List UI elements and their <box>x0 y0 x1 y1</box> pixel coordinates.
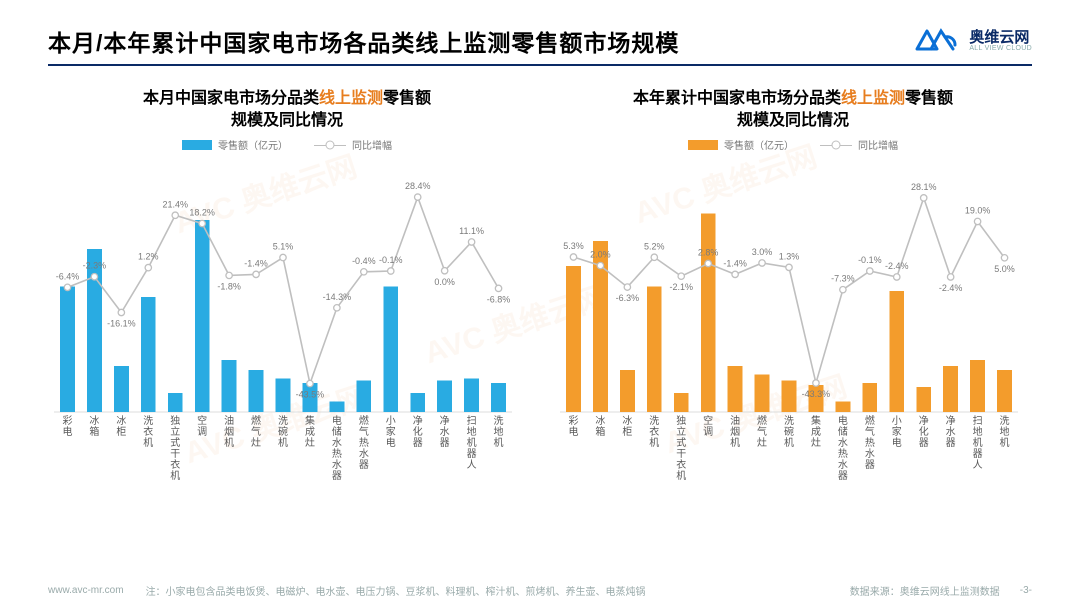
svg-text:-6.3%: -6.3% <box>616 293 640 303</box>
svg-text:小家电: 小家电 <box>386 415 396 449</box>
svg-text:油烟机: 油烟机 <box>730 414 740 449</box>
svg-text:洗衣机: 洗衣机 <box>649 415 659 449</box>
panel-ytd-title: 本年累计中国家电市场分品类线上监测零售额 规模及同比情况 <box>554 88 1032 131</box>
logo-cn: 奥维云网 <box>969 30 1032 45</box>
panel-ytd-legend: 零售额（亿元） 同比增幅 <box>554 137 1032 152</box>
svg-text:净化器: 净化器 <box>919 414 929 449</box>
panel-month-title: 本月中国家电市场分品类线上监测零售额 规模及同比情况 <box>48 88 526 131</box>
svg-text:-6.8%: -6.8% <box>487 295 511 305</box>
svg-text:-16.1%: -16.1% <box>107 319 136 329</box>
svg-text:2.8%: 2.8% <box>698 248 719 258</box>
svg-text:燃气灶: 燃气灶 <box>251 414 261 449</box>
svg-text:独立式干衣机: 独立式干衣机 <box>170 414 180 482</box>
svg-text:1.3%: 1.3% <box>779 252 800 262</box>
svg-text:油烟机: 油烟机 <box>224 414 234 449</box>
svg-text:5.1%: 5.1% <box>273 242 294 252</box>
svg-text:3.0%: 3.0% <box>752 247 773 257</box>
svg-text:冰箱: 冰箱 <box>595 414 605 438</box>
svg-text:净水器: 净水器 <box>440 414 450 449</box>
svg-text:扫地机器人: 扫地机器人 <box>973 414 983 471</box>
svg-text:净水器: 净水器 <box>946 414 956 449</box>
header: 本月/本年累计中国家电市场各品类线上监测零售额市场规模 奥维云网 ALL VIE… <box>0 0 1080 64</box>
svg-text:-14.3%: -14.3% <box>323 292 352 302</box>
svg-text:空调: 空调 <box>703 414 713 438</box>
svg-text:21.4%: 21.4% <box>162 199 188 209</box>
panel-month: 本月中国家电市场分品类线上监测零售额 规模及同比情况 零售额（亿元） 同比增幅 … <box>48 88 526 490</box>
chart-panels: 本月中国家电市场分品类线上监测零售额 规模及同比情况 零售额（亿元） 同比增幅 … <box>0 88 1080 490</box>
panel-month-legend: 零售额（亿元） 同比增幅 <box>48 137 526 152</box>
footer-site: www.avc-mr.com <box>48 585 124 596</box>
svg-text:-2.1%: -2.1% <box>669 282 693 292</box>
legend-sales: 零售额（亿元） <box>688 137 794 152</box>
svg-text:净化器: 净化器 <box>413 414 423 449</box>
svg-text:冰箱: 冰箱 <box>89 414 99 438</box>
svg-text:-6.4%: -6.4% <box>56 272 80 282</box>
svg-text:2.0%: 2.0% <box>590 250 611 260</box>
brand-logo: 奥维云网 ALL VIEW CLOUD <box>913 27 1032 55</box>
svg-text:-43.3%: -43.3% <box>802 389 831 399</box>
svg-text:冰柜: 冰柜 <box>116 414 126 438</box>
legend-yoy: 同比增幅 <box>820 137 898 152</box>
svg-text:-43.5%: -43.5% <box>296 390 325 400</box>
footer: www.avc-mr.com 注：小家电包含品类电饭煲、电磁炉、电水壶、电压力锅… <box>0 583 1080 598</box>
svg-text:集成灶: 集成灶 <box>305 414 315 449</box>
svg-text:-2.3%: -2.3% <box>83 261 107 271</box>
svg-text:18.2%: 18.2% <box>189 208 215 218</box>
logo-en: ALL VIEW CLOUD <box>969 45 1032 52</box>
svg-text:彩电: 彩电 <box>62 415 72 438</box>
svg-text:洗地机: 洗地机 <box>1000 415 1010 449</box>
logo-mark-icon <box>913 27 959 55</box>
slide-root: 本月/本年累计中国家电市场各品类线上监测零售额市场规模 奥维云网 ALL VIE… <box>0 0 1080 608</box>
svg-text:19.0%: 19.0% <box>965 206 991 216</box>
panel-ytd: 本年累计中国家电市场分品类线上监测零售额 规模及同比情况 零售额（亿元） 同比增… <box>554 88 1032 490</box>
legend-yoy: 同比增幅 <box>314 137 392 152</box>
footer-source: 数据来源：奥维云网线上监测数据 <box>850 583 1000 598</box>
svg-text:洗碗机: 洗碗机 <box>278 415 288 449</box>
svg-text:燃气灶: 燃气灶 <box>757 414 767 449</box>
svg-text:冰柜: 冰柜 <box>622 414 632 438</box>
svg-text:-0.1%: -0.1% <box>379 255 403 265</box>
svg-text:28.4%: 28.4% <box>405 181 431 191</box>
panel-month-chart: -6.4%-2.3% -16.1% 1.2% 21.4%18.2% -1.8% -1.4%… <box>48 160 526 490</box>
svg-text:洗碗机: 洗碗机 <box>784 415 794 449</box>
footer-note: 注：小家电包含品类电饭煲、电磁炉、电水壶、电压力锅、豆浆机、料理机、榨汁机、煎烤… <box>146 583 646 598</box>
svg-text:-0.1%: -0.1% <box>858 255 882 265</box>
svg-text:-2.4%: -2.4% <box>885 261 909 271</box>
svg-text:燃气热水器: 燃气热水器 <box>359 414 369 471</box>
footer-page: -3- <box>1020 585 1032 596</box>
svg-text:5.3%: 5.3% <box>563 241 584 251</box>
svg-text:5.2%: 5.2% <box>644 241 665 251</box>
svg-text:彩电: 彩电 <box>568 415 578 438</box>
svg-text:-2.4%: -2.4% <box>939 283 963 293</box>
svg-text:洗地机: 洗地机 <box>494 415 504 449</box>
panel-ytd-chart: 5.3% 2.0% -6.3% 5.2% -2.1% 2.8% -1.4% 3.0% 1.3% -… <box>554 160 1032 490</box>
svg-text:小家电: 小家电 <box>892 415 902 449</box>
svg-text:燃气热水器: 燃气热水器 <box>865 414 875 471</box>
svg-text:独立式干衣机: 独立式干衣机 <box>676 414 686 482</box>
svg-text:电储水热水器: 电储水热水器 <box>838 414 848 482</box>
svg-text:5.0%: 5.0% <box>994 264 1015 274</box>
svg-text:洗衣机: 洗衣机 <box>143 415 153 449</box>
svg-text:1.2%: 1.2% <box>138 252 159 262</box>
svg-text:0.0%: 0.0% <box>434 277 455 287</box>
svg-text:集成灶: 集成灶 <box>811 414 821 449</box>
svg-text:电储水热水器: 电储水热水器 <box>332 414 342 482</box>
page-title: 本月/本年累计中国家电市场各品类线上监测零售额市场规模 <box>48 24 679 58</box>
svg-text:扫地机器人: 扫地机器人 <box>467 414 477 471</box>
svg-text:-0.4%: -0.4% <box>352 256 376 266</box>
svg-text:11.1%: 11.1% <box>459 226 484 236</box>
legend-sales: 零售额（亿元） <box>182 137 288 152</box>
svg-text:-1.8%: -1.8% <box>217 282 241 292</box>
svg-text:-1.4%: -1.4% <box>244 259 268 269</box>
header-rule <box>48 64 1032 66</box>
svg-text:-1.4%: -1.4% <box>723 259 747 269</box>
svg-text:空调: 空调 <box>197 414 207 438</box>
svg-text:-7.3%: -7.3% <box>831 274 855 284</box>
svg-text:28.1%: 28.1% <box>911 182 937 192</box>
